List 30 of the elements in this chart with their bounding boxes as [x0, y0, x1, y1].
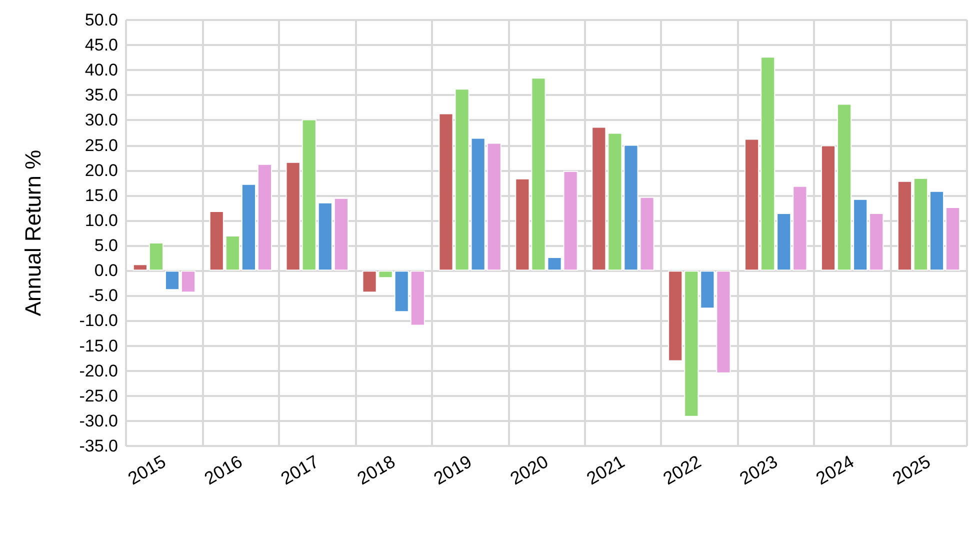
x-tick-label: 2023 [736, 451, 781, 489]
y-axis-title: Annual Return % [20, 150, 46, 316]
x-tick-label: 2015 [124, 451, 170, 489]
y-tick-label: -10.0 [79, 311, 118, 330]
y-tick-label: -20.0 [79, 361, 118, 380]
y-tick-label: 30.0 [84, 110, 118, 130]
x-tick-label: 2017 [277, 451, 322, 489]
y-tick-label: 25.0 [84, 136, 118, 155]
y-tick-label: -25.0 [79, 386, 118, 406]
x-tick-label: 2020 [506, 451, 552, 489]
y-tick-label: 40.0 [84, 60, 118, 80]
y-tick-label: -15.0 [79, 336, 118, 356]
y-tick-label: -35.0 [79, 436, 118, 456]
x-tick-label: 2016 [201, 451, 246, 489]
x-tick-label: 2018 [354, 451, 399, 489]
x-tick-label: 2021 [583, 451, 628, 489]
y-tick-label: 10.0 [84, 210, 118, 230]
y-tick-label: 0.0 [94, 261, 118, 280]
y-tick-label: 20.0 [84, 160, 118, 180]
y-tick-label: 15.0 [84, 186, 118, 205]
x-tick-label: 2024 [812, 451, 858, 489]
x-tick-label: 2019 [430, 451, 476, 489]
x-tick-label: 2022 [660, 451, 704, 489]
x-tick-label: 2025 [889, 451, 934, 489]
y-tick-label: 5.0 [94, 236, 118, 256]
y-tick-label: 35.0 [84, 86, 118, 105]
y-tick-label: 45.0 [84, 36, 118, 55]
y-tick-label: -30.0 [79, 411, 118, 430]
y-tick-label: 50.0 [84, 10, 118, 30]
y-tick-label: -5.0 [88, 286, 118, 306]
